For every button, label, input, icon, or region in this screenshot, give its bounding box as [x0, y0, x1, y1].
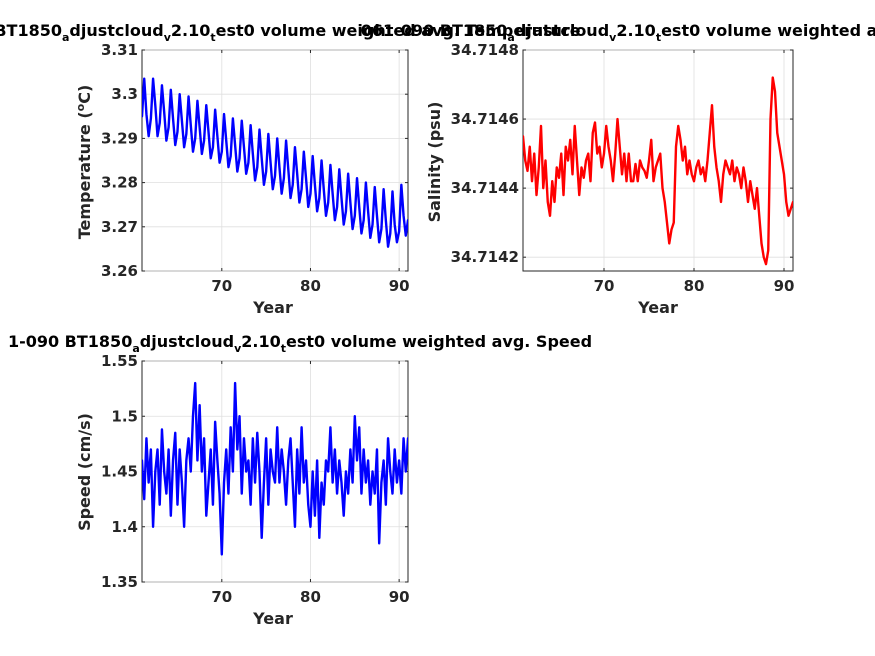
temperature-series [142, 77, 408, 248]
temperature-y-tick-label: 3.26 [101, 262, 138, 280]
temperature-title-part-5: t [210, 31, 215, 44]
speed-title-part-2: djustcloud [140, 332, 234, 351]
speed-title-part-0: 1-090 BT1850 [8, 332, 132, 351]
speed-title-part-6: est0 volume weighted avg. Speed [286, 332, 592, 351]
speed-series-line [142, 381, 408, 556]
temperature-title-part-2: djustcloud [69, 21, 163, 40]
salinity-title-part-5: t [656, 31, 661, 44]
speed-title-part-3: v [234, 342, 242, 355]
temperature-title-part-3: v [164, 31, 172, 44]
speed-title: 1-090 BT1850adjustcloudv2.10test0 volume… [8, 332, 592, 355]
temperature-y-label-superscript: o [74, 103, 87, 111]
salinity-x-tick-label: 70 [594, 277, 615, 295]
temperature-title: 090 BT1850adjustcloudv2.10test0 volume w… [0, 21, 581, 44]
salinity-series-line [523, 76, 793, 266]
salinity-title-part-6: est0 volume weighted avg. Salinity [661, 21, 875, 40]
temperature-x-axis: 70 80 90 [211, 50, 410, 295]
salinity-y-axis: 34.7142 34.7144 34.7146 34.7148 [451, 41, 793, 266]
temperature-title-part-1: a [62, 31, 69, 44]
speed-y-label: Speed (cm/s) [75, 413, 94, 531]
speed-y-tick-label: 1.55 [101, 352, 138, 370]
speed-panel: 1-090 BT1850adjustcloudv2.10test0 volume… [8, 332, 592, 628]
temperature-y-tick-label: 3.31 [101, 41, 138, 59]
speed-x-tick-label: 90 [389, 588, 410, 606]
salinity-title-part-3: v [609, 31, 617, 44]
salinity-y-tick-label: 34.7144 [451, 179, 519, 197]
temperature-y-label-tail: C) [75, 85, 94, 104]
temperature-y-tick-label: 3.27 [101, 218, 138, 236]
speed-x-tick-label: 80 [300, 588, 321, 606]
salinity-grid [523, 49, 793, 271]
speed-y-axis: 1.35 1.4 1.45 1.5 1.55 [101, 352, 408, 591]
salinity-x-tick-label: 90 [774, 277, 795, 295]
temperature-series-line [142, 77, 408, 248]
salinity-title: 061-090 BT1850adjustcloudv2.10test0 volu… [361, 21, 875, 44]
temperature-panel: 090 BT1850adjustcloudv2.10test0 volume w… [0, 21, 581, 317]
speed-x-tick-label: 70 [211, 588, 232, 606]
speed-x-label: Year [252, 609, 293, 628]
speed-x-axis: 70 80 90 [211, 361, 410, 606]
temperature-title-part-0: 090 BT1850 [0, 21, 62, 40]
temperature-x-tick-label: 80 [300, 277, 321, 295]
salinity-title-part-0: 061-090 BT1850 [361, 21, 508, 40]
speed-y-tick-label: 1.4 [111, 518, 138, 536]
salinity-x-tick-label: 80 [684, 277, 705, 295]
salinity-title-part-2: djustcloud [515, 21, 609, 40]
salinity-x-label: Year [637, 298, 678, 317]
temperature-x-tick-label: 70 [211, 277, 232, 295]
salinity-x-axis: 70 80 90 [594, 50, 795, 295]
speed-y-tick-label: 1.35 [101, 573, 138, 591]
speed-title-part-4: 2.10 [241, 332, 280, 351]
salinity-y-tick-label: 34.7148 [451, 41, 519, 59]
temperature-x-label: Year [252, 298, 293, 317]
temperature-y-tick-label: 3.3 [111, 85, 138, 103]
speed-y-tick-label: 1.5 [111, 407, 138, 425]
salinity-title-part-1: a [507, 31, 514, 44]
salinity-y-label: Salinity (psu) [425, 102, 444, 223]
salinity-series [523, 76, 793, 266]
salinity-title-part-4: 2.10 [616, 21, 655, 40]
temperature-x-tick-label: 90 [389, 277, 410, 295]
speed-series [142, 381, 408, 556]
temperature-y-label: Temperature (oC) [74, 85, 94, 240]
temperature-y-tick-label: 3.28 [101, 174, 138, 192]
temperature-y-tick-label: 3.29 [101, 129, 138, 147]
salinity-y-tick-label: 34.7146 [451, 110, 519, 128]
temperature-y-label-main: Temperature ( [75, 111, 94, 239]
temperature-title-part-6: est0 volume weighted avg. Temperature [216, 21, 581, 40]
speed-title-part-5: t [281, 342, 286, 355]
speed-title-part-1: a [132, 342, 139, 355]
salinity-panel: 061-090 BT1850adjustcloudv2.10test0 volu… [361, 21, 875, 317]
temperature-y-axis: 3.26 3.27 3.28 3.29 3.3 3.31 [101, 41, 408, 280]
temperature-title-part-4: 2.10 [171, 21, 210, 40]
speed-y-tick-label: 1.45 [101, 463, 138, 481]
salinity-y-tick-label: 34.7142 [451, 248, 519, 266]
